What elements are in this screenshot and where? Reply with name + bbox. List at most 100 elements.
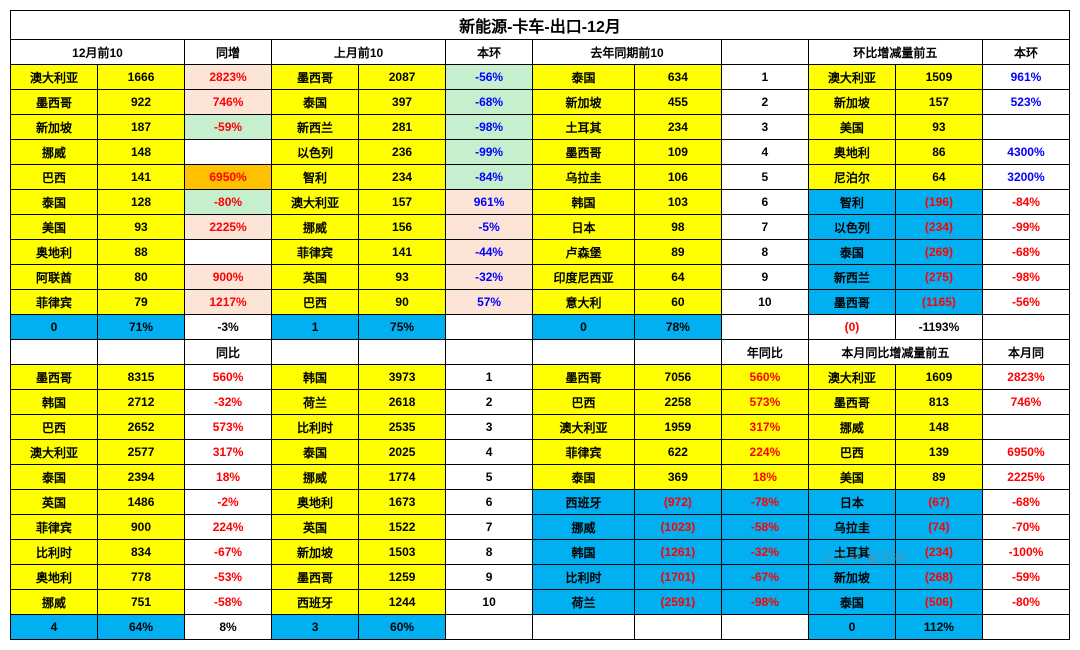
mom-pct2: 4300% [982, 140, 1069, 165]
rank: 9 [446, 565, 533, 590]
yoy-pct [185, 240, 272, 265]
value2: 1774 [359, 465, 446, 490]
mom-pct: -44% [446, 240, 533, 265]
value: 80 [98, 265, 185, 290]
country-delta: 美国 [808, 115, 895, 140]
country-delta: 墨西哥 [808, 290, 895, 315]
yoy-pct: 573% [185, 415, 272, 440]
country: 新加坡 [11, 115, 98, 140]
value-lm: 156 [359, 215, 446, 240]
mom-pct2 [982, 115, 1069, 140]
yoy-pct: -59% [185, 115, 272, 140]
table-row: 韩国2712-32%荷兰26182巴西2258573%墨西哥813746% [11, 390, 1070, 415]
country: 菲律宾 [11, 515, 98, 540]
table-row: 泰国128-80%澳大利亚157961%韩国1036智利(196)-84% [11, 190, 1070, 215]
country: 英国 [11, 490, 98, 515]
value: 2652 [98, 415, 185, 440]
country: 巴西 [11, 415, 98, 440]
value2: 2618 [359, 390, 446, 415]
value: 88 [98, 240, 185, 265]
table-row: 新加坡187-59%新西兰281-98%土耳其2343美国93 [11, 115, 1070, 140]
h-month-yoy: 本月同 [982, 340, 1069, 365]
rank: 3 [721, 115, 808, 140]
value3: (1261) [634, 540, 721, 565]
month-yoy [982, 415, 1069, 440]
value-delta: 64 [895, 165, 982, 190]
value3: 1959 [634, 415, 721, 440]
value2: 3973 [359, 365, 446, 390]
mom-pct2: 961% [982, 65, 1069, 90]
country3: 西班牙 [533, 490, 635, 515]
country: 挪威 [11, 140, 98, 165]
value: 79 [98, 290, 185, 315]
rank: 5 [446, 465, 533, 490]
value-lm: 281 [359, 115, 446, 140]
country: 阿联酋 [11, 265, 98, 290]
s2-d: 3 [272, 615, 359, 640]
rank: 2 [721, 90, 808, 115]
rank: 1 [721, 65, 808, 90]
value4: 1609 [895, 365, 982, 390]
country2: 西班牙 [272, 590, 359, 615]
s1-j: (0) [808, 315, 895, 340]
country-ly: 新加坡 [533, 90, 635, 115]
h-yoy2: 同比 [185, 340, 272, 365]
value-delta: 86 [895, 140, 982, 165]
summary-row-2: 4 64% 8% 3 60% 0 112% [11, 615, 1070, 640]
country2: 墨西哥 [272, 565, 359, 590]
country4: 巴西 [808, 440, 895, 465]
s1-f [446, 315, 533, 340]
month-yoy: -68% [982, 490, 1069, 515]
country2: 新加坡 [272, 540, 359, 565]
value: 8315 [98, 365, 185, 390]
mom-pct2: 3200% [982, 165, 1069, 190]
mom-pct: -68% [446, 90, 533, 115]
table-row: 奥地利88菲律宾141-44%卢森堡898泰国(269)-68% [11, 240, 1070, 265]
value-lm: 90 [359, 290, 446, 315]
yoy-pct: -32% [185, 390, 272, 415]
rank: 4 [446, 440, 533, 465]
value: 1666 [98, 65, 185, 90]
country4: 土耳其 [808, 540, 895, 565]
h-rank [721, 40, 808, 65]
header-row-2: 同比 年同比 本月同比增减量前五 本月同 [11, 340, 1070, 365]
value-ly: 106 [634, 165, 721, 190]
s2-i [721, 615, 808, 640]
yoy-pct: 2225% [185, 215, 272, 240]
mom-pct: 961% [446, 190, 533, 215]
s2-b: 64% [98, 615, 185, 640]
country-delta: 新加坡 [808, 90, 895, 115]
rank: 10 [446, 590, 533, 615]
mom-pct2: 523% [982, 90, 1069, 115]
mom-pct2: -98% [982, 265, 1069, 290]
month-yoy: -59% [982, 565, 1069, 590]
country3: 挪威 [533, 515, 635, 540]
value: 900 [98, 515, 185, 540]
mom-pct: -99% [446, 140, 533, 165]
country2: 挪威 [272, 465, 359, 490]
country: 奥地利 [11, 565, 98, 590]
h-mom-top5: 环比增减量前五 [808, 40, 982, 65]
country-lm: 澳大利亚 [272, 190, 359, 215]
s2-j: 0 [808, 615, 895, 640]
country2: 比利时 [272, 415, 359, 440]
mom-pct: -56% [446, 65, 533, 90]
s2-g [533, 615, 635, 640]
month-yoy: 2823% [982, 365, 1069, 390]
s2-c: 8% [185, 615, 272, 640]
value: 2577 [98, 440, 185, 465]
value-delta: (269) [895, 240, 982, 265]
value2: 1259 [359, 565, 446, 590]
mom-pct: 57% [446, 290, 533, 315]
table-row: 挪威148以色列236-99%墨西哥1094奥地利864300% [11, 140, 1070, 165]
value4: (506) [895, 590, 982, 615]
year-yoy: 317% [721, 415, 808, 440]
value-ly: 109 [634, 140, 721, 165]
country-delta: 泰国 [808, 240, 895, 265]
value-delta: 93 [895, 115, 982, 140]
rank: 7 [446, 515, 533, 540]
yoy-pct: 317% [185, 440, 272, 465]
table-row: 墨西哥8315560%韩国39731墨西哥7056560%澳大利亚1609282… [11, 365, 1070, 390]
value4: (67) [895, 490, 982, 515]
value-delta: (1165) [895, 290, 982, 315]
